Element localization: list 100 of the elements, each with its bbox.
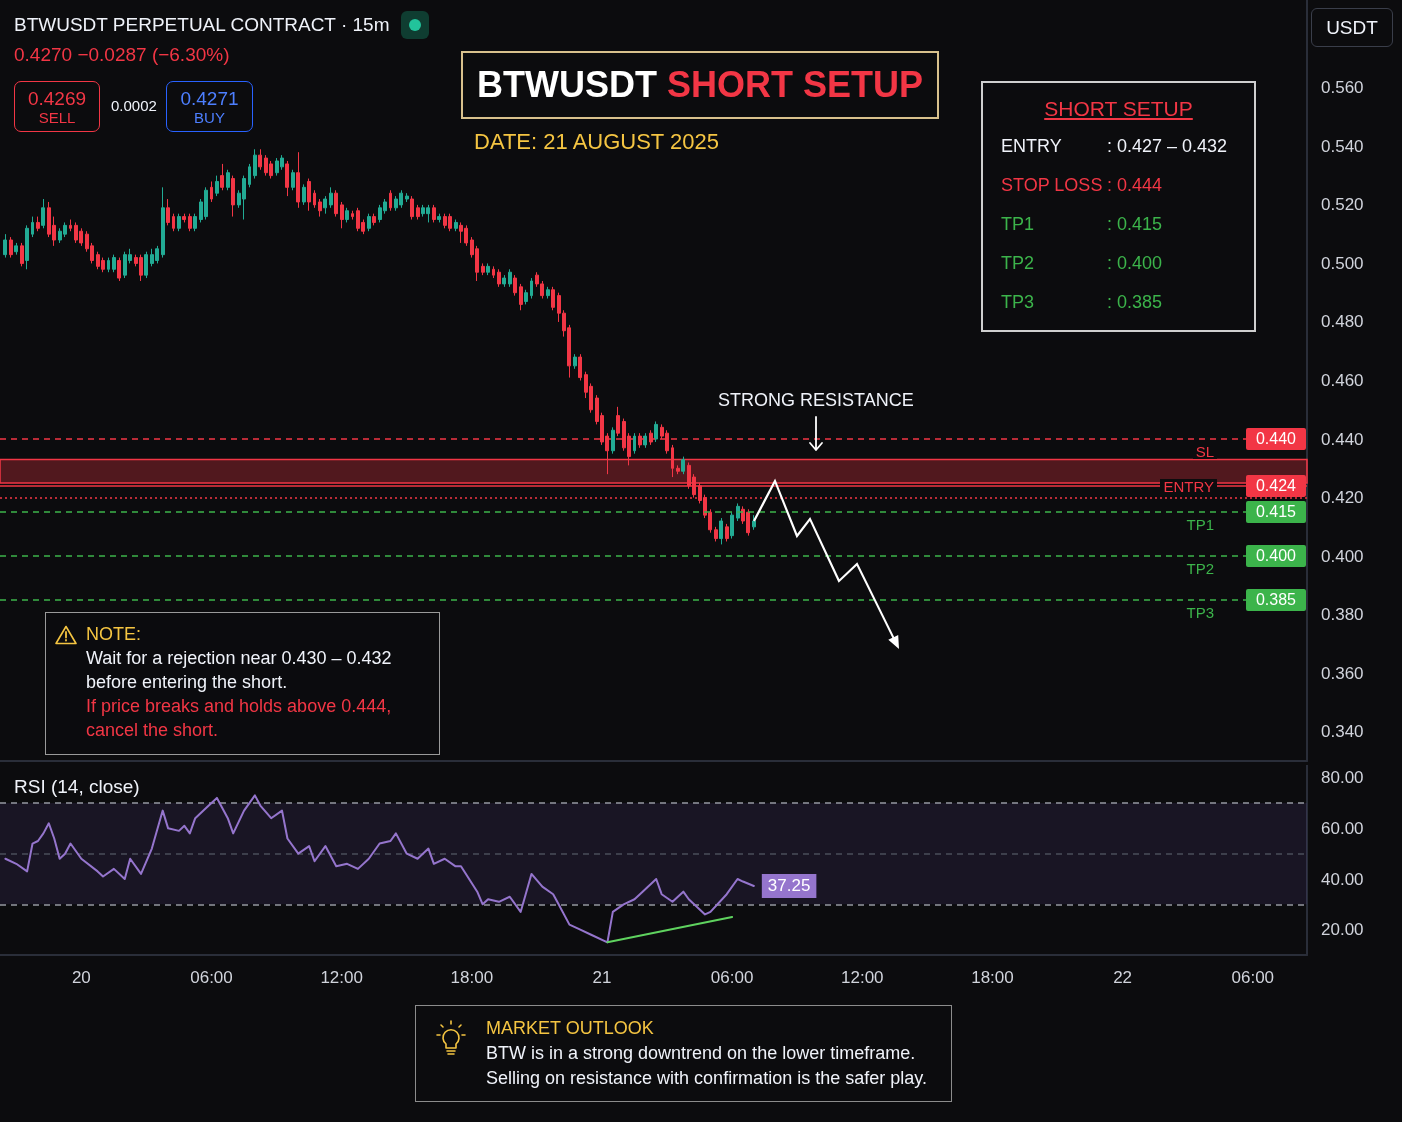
candlestick xyxy=(719,517,723,545)
candlestick xyxy=(188,213,192,232)
ref-line-label: TP1 xyxy=(1183,516,1217,534)
candlestick xyxy=(725,523,729,542)
y-tick-label: 0.460 xyxy=(1321,371,1364,390)
candlestick xyxy=(578,353,582,381)
candlestick xyxy=(546,286,550,300)
annotation: TP1 xyxy=(1001,214,1035,235)
candlestick xyxy=(226,169,230,191)
annotation: SHORT SETUP xyxy=(1044,97,1193,120)
x-tick-label: 12:00 xyxy=(841,968,884,987)
y-tick-label: 0.440 xyxy=(1321,429,1364,449)
candlestick xyxy=(508,268,512,288)
band-label: STRONG RESISTANCE xyxy=(717,389,914,411)
title-box: BTWUSDT SHORT SETUP xyxy=(461,51,939,119)
text: RSI (14, close) xyxy=(14,776,140,798)
candlestick xyxy=(405,192,409,203)
annotation: 0.440 xyxy=(1246,428,1306,451)
outlook-box: MARKET OUTLOOK BTW is in a strong downtrend on the lower timeframe. Selling on resistance with confirmation is the safer play. xyxy=(415,1005,952,1102)
candlestick xyxy=(367,213,371,232)
y-tick-label: 0.360 xyxy=(1321,663,1364,683)
annotation: 0.415 xyxy=(1246,501,1306,524)
y-tick-label: 0.380 xyxy=(1321,605,1364,625)
candlestick xyxy=(14,242,18,256)
annotation: 0.0002 xyxy=(111,97,157,114)
annotation: STOP LOSS xyxy=(1001,175,1103,196)
candlestick xyxy=(177,213,181,232)
ref-line-label: TP3 xyxy=(1183,604,1217,622)
candlestick xyxy=(20,242,24,267)
candlestick xyxy=(253,148,257,180)
candlestick xyxy=(633,432,636,455)
x-tick-label: 12:00 xyxy=(320,968,363,987)
candlestick xyxy=(112,254,116,273)
annotation: : 0.400 xyxy=(1107,253,1163,274)
candlestick xyxy=(454,219,458,232)
candlestick xyxy=(220,163,224,191)
candlestick xyxy=(524,289,528,305)
candlestick xyxy=(481,262,485,276)
candlestick xyxy=(410,195,414,221)
candlestick xyxy=(318,198,322,218)
annotation: 0.400 xyxy=(1246,545,1306,568)
annotation: 0.424 xyxy=(1246,474,1306,497)
annotation: NOTE: xyxy=(86,623,142,646)
candlestick xyxy=(611,426,615,455)
y-tick-label: 0.500 xyxy=(1321,253,1364,273)
annotation: 0.4270 −0.0287 (−6.30%) xyxy=(14,44,230,66)
candlestick xyxy=(291,169,295,191)
candlestick xyxy=(258,148,262,171)
candlestick xyxy=(437,213,441,223)
y-tick-label: 0.480 xyxy=(1321,312,1364,332)
candlestick xyxy=(730,511,734,540)
ref-line-label: TP2 xyxy=(1183,560,1217,578)
annotation: : 0.427 – 0.432 xyxy=(1107,136,1228,157)
y-tick-label: 60.00 xyxy=(1321,818,1364,838)
buy-button: 0.4271 BUY xyxy=(166,81,253,132)
candlestick xyxy=(231,175,235,218)
annotation: : 0.415 xyxy=(1107,214,1163,235)
candlestick xyxy=(161,186,165,259)
x-tick-label: 18:00 xyxy=(450,968,494,987)
candlestick xyxy=(215,175,219,197)
y-tick-label: 0.340 xyxy=(1321,722,1364,742)
x-tick-label: 06:00 xyxy=(1231,968,1275,987)
y-tick-label: 0.540 xyxy=(1321,136,1364,156)
candlestick xyxy=(530,277,533,300)
candlestick xyxy=(323,195,327,215)
x-tick-label: 06:00 xyxy=(710,968,754,987)
annotation: TP2 xyxy=(1001,253,1035,274)
sell-button: 0.4269 SELL xyxy=(14,81,100,132)
candlestick xyxy=(643,432,647,449)
annotation: 0.4271 xyxy=(180,87,239,109)
candlestick xyxy=(334,189,338,218)
candlestick xyxy=(296,151,300,209)
candlestick xyxy=(210,180,213,203)
x-tick-label: 06:00 xyxy=(190,968,233,987)
y-tick-label: 0.560 xyxy=(1321,78,1364,98)
candlestick xyxy=(25,224,29,270)
candlestick xyxy=(502,274,506,288)
annotation: BTWUSDT PERPETUAL CONTRACT · 15m xyxy=(14,14,390,36)
candlestick xyxy=(3,233,7,259)
y-tick-label: 0.400 xyxy=(1321,546,1364,566)
note-box: NOTE: Wait for a rejection near 0.430 – 0.432 before entering the short. If price breaks and holds above 0.444, cancel the short. xyxy=(45,612,440,755)
candlestick xyxy=(389,189,392,212)
candlestick xyxy=(416,204,420,221)
candlestick xyxy=(166,198,170,226)
candlestick xyxy=(285,160,289,197)
annotation: ENTRY xyxy=(1001,136,1062,157)
candlestick xyxy=(519,283,523,311)
candlestick xyxy=(551,286,555,311)
candlestick xyxy=(432,204,436,223)
x-tick-label: 21 xyxy=(592,968,612,987)
candlestick xyxy=(172,213,175,232)
candlestick xyxy=(117,257,121,282)
candlestick xyxy=(248,163,251,188)
ref-line-label: ENTRY xyxy=(1160,477,1217,495)
candlestick xyxy=(31,216,34,238)
annotation: 0.385 xyxy=(1246,589,1306,612)
candlestick xyxy=(486,262,490,276)
annotation: : 0.444 xyxy=(1107,175,1163,196)
candlestick xyxy=(573,353,577,370)
candlestick xyxy=(9,236,13,259)
